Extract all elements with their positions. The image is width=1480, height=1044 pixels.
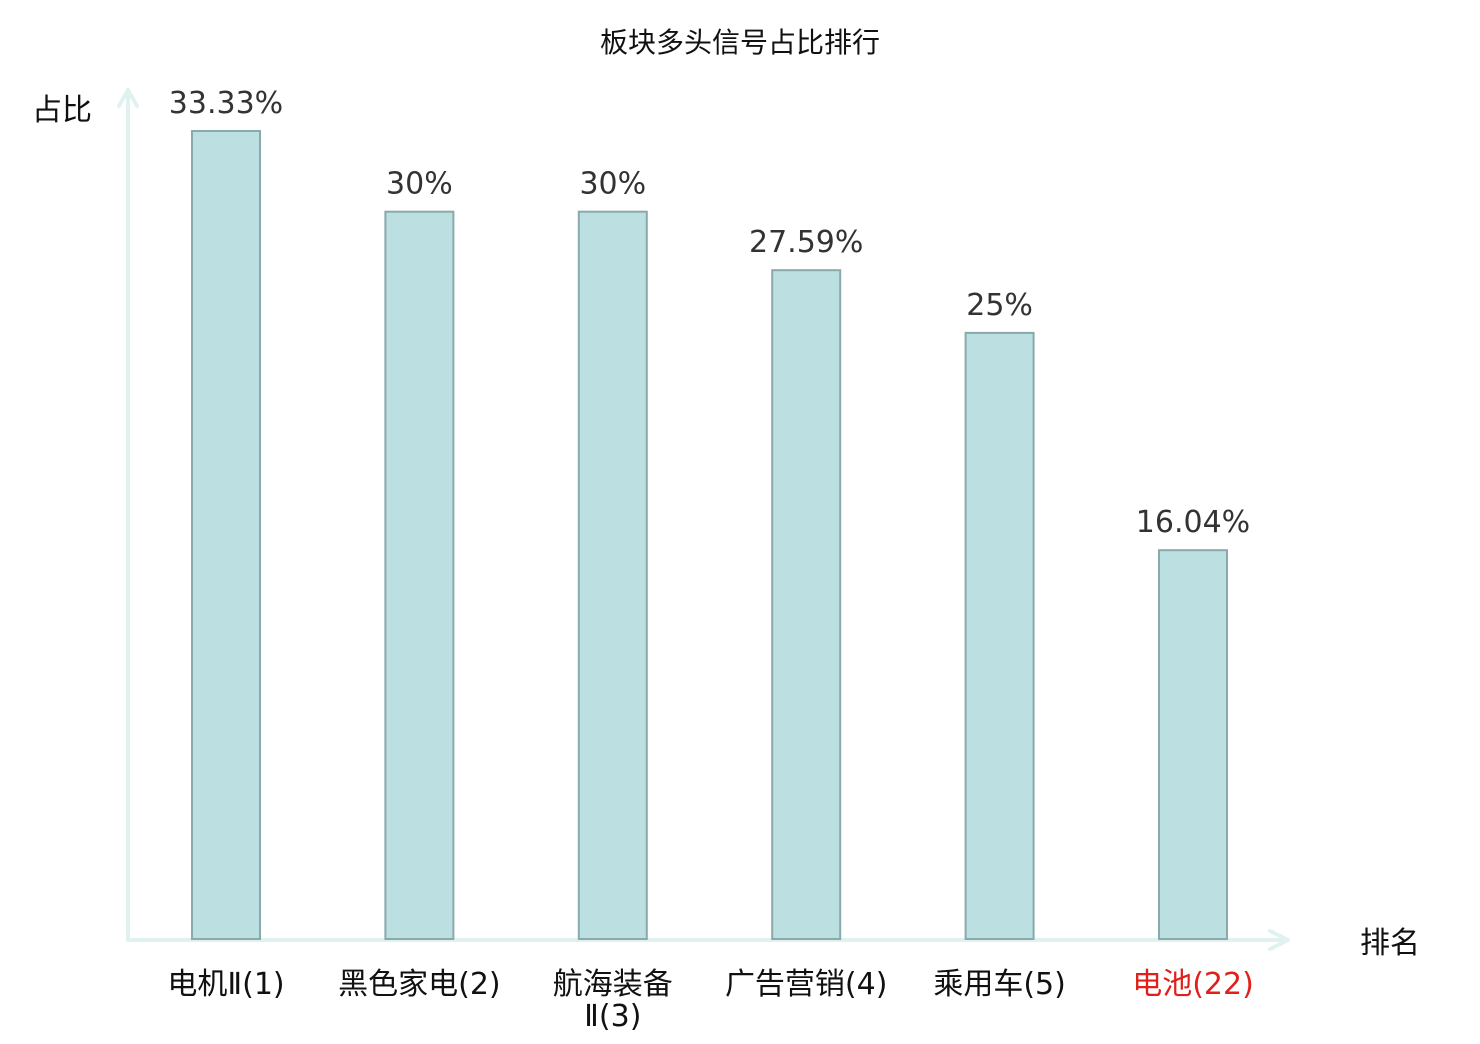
value-label: 25% <box>966 288 1033 323</box>
value-label: 33.33% <box>169 86 283 121</box>
y-axis-label: 占比 <box>32 93 92 128</box>
category-label-line: 电机Ⅱ(1) <box>167 967 284 1002</box>
value-label: 16.04% <box>1136 505 1250 540</box>
bar <box>964 331 1035 940</box>
bar <box>1158 549 1228 940</box>
bar <box>191 130 261 940</box>
category-label-line: 航海装备 <box>553 967 673 1002</box>
y-axis-arrow <box>117 88 139 108</box>
bar <box>384 210 455 940</box>
bar <box>771 269 842 940</box>
category-label: 黑色家电(2) <box>338 967 501 1002</box>
category-labels: 电机Ⅱ(1) 黑色家电(2) 航海装备 Ⅱ(3) 广告营销(4) 乘用车(5) 电池(22) <box>167 967 1253 1034</box>
category-label: 广告营销(4) <box>725 967 888 1002</box>
category-label-line: 广告营销(4) <box>725 967 888 1002</box>
category-label-line: Ⅱ(3) <box>584 999 641 1034</box>
category-label: 电机Ⅱ(1) <box>167 967 284 1002</box>
category-label-line: 黑色家电(2) <box>338 967 501 1002</box>
category-label-line: 电池(22) <box>1132 967 1254 1002</box>
category-label: 电池(22) <box>1132 967 1254 1002</box>
value-label: 30% <box>386 167 453 202</box>
category-label-line: 乘用车(5) <box>933 967 1066 1002</box>
axes <box>117 88 1290 951</box>
x-axis-arrow <box>1268 929 1290 951</box>
bar <box>577 210 648 940</box>
value-label: 27.59% <box>749 225 863 260</box>
value-label: 30% <box>579 167 646 202</box>
value-labels: 33.33% 30% 30% 27.59% 25% 16.04% <box>169 86 1250 540</box>
chart-title: 板块多头信号占比排行 <box>600 26 880 59</box>
x-axis-label: 排名 <box>1360 926 1420 961</box>
category-label: 航海装备 Ⅱ(3) <box>553 967 673 1034</box>
bars <box>191 130 1228 940</box>
category-label: 乘用车(5) <box>933 967 1066 1002</box>
